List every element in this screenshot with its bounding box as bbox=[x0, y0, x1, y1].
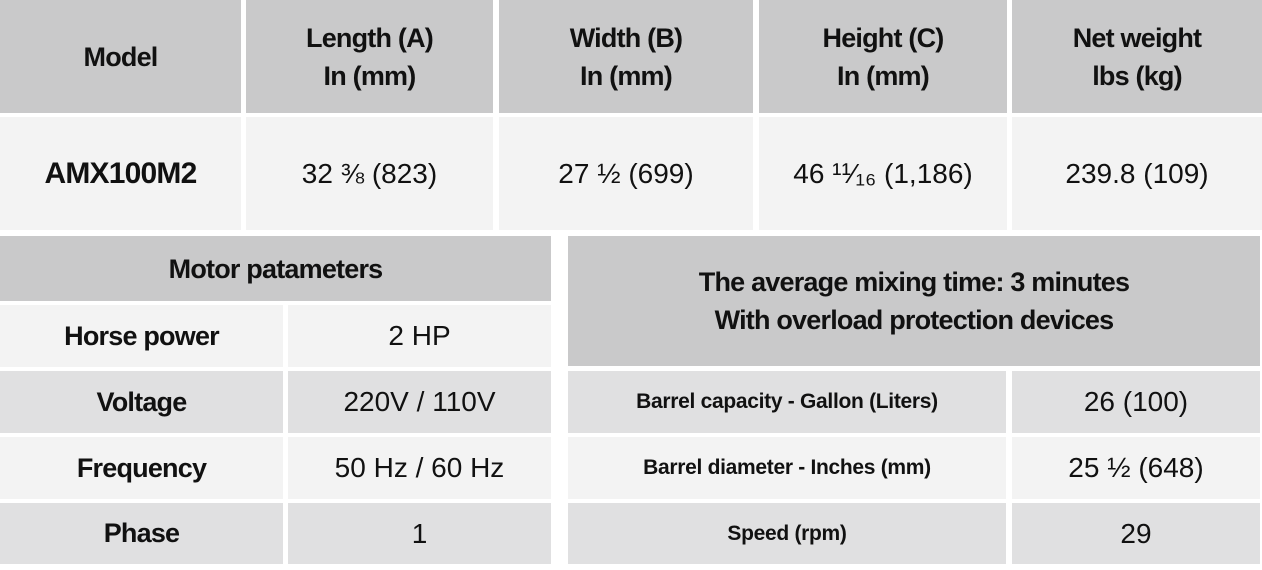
column-header: Net weight lbs (kg) bbox=[1012, 0, 1262, 113]
barrel-notes: The average mixing time: 3 minutes With o… bbox=[568, 236, 1260, 366]
barrel-label-text: Barrel diameter - Inches (mm) bbox=[643, 456, 931, 479]
motor-title: Motor patameters bbox=[0, 236, 551, 301]
motor-value-text: 1 bbox=[411, 517, 428, 549]
dimension-cell-text: 32 ⅜ (823) bbox=[301, 157, 438, 189]
model-cell-text: AMX100M2 bbox=[44, 156, 198, 190]
motor-label: Frequency bbox=[0, 437, 283, 499]
barrel-label: Barrel capacity - Gallon (Liters) bbox=[568, 371, 1006, 433]
column-header-text: Width (B) bbox=[569, 22, 683, 53]
column-header-text: lbs (kg) bbox=[1092, 60, 1182, 91]
model-cell: AMX100M2 bbox=[0, 117, 241, 230]
motor-label: Horse power bbox=[0, 305, 283, 367]
barrel-value: 25 ½ (648) bbox=[1012, 437, 1260, 499]
barrel-value-text: 29 bbox=[1120, 517, 1152, 549]
motor-value: 50 Hz / 60 Hz bbox=[288, 437, 551, 499]
column-header-text: In (mm) bbox=[580, 60, 673, 91]
barrel-value-text: 25 ½ (648) bbox=[1068, 452, 1204, 483]
column-header-text: Height (C) bbox=[822, 22, 945, 53]
motor-label-text: Phase bbox=[103, 518, 180, 548]
motor-value: 220V / 110V bbox=[288, 371, 551, 433]
barrel-notes-text: With overload protection devices bbox=[714, 305, 1115, 335]
barrel-notes-text: The average mixing time: 3 minutes bbox=[698, 267, 1130, 297]
column-header-text: Net weight bbox=[1072, 22, 1202, 53]
barrel-value: 29 bbox=[1012, 503, 1260, 564]
barrel-label-text: Barrel capacity - Gallon (Liters) bbox=[636, 390, 938, 413]
column-header-text: Length (A) bbox=[306, 22, 434, 53]
column-header: Height (C) In (mm) bbox=[759, 0, 1007, 113]
motor-label: Voltage bbox=[0, 371, 283, 433]
dimension-cell-text: 46 ¹¹⁄₁₆ (1,186) bbox=[793, 157, 973, 189]
column-header: Model bbox=[0, 0, 241, 113]
motor-value-text: 50 Hz / 60 Hz bbox=[334, 452, 505, 483]
motor-value: 2 HP bbox=[288, 305, 551, 367]
motor-label: Phase bbox=[0, 503, 283, 564]
motor-label-text: Voltage bbox=[96, 386, 188, 417]
column-header: Width (B) In (mm) bbox=[499, 0, 753, 113]
dimension-cell: 239.8 (109) bbox=[1012, 117, 1262, 230]
motor-value-text: 2 HP bbox=[388, 320, 451, 351]
column-header-text: In (mm) bbox=[323, 60, 417, 91]
barrel-value: 26 (100) bbox=[1012, 371, 1260, 433]
motor-label-text: Horse power bbox=[64, 320, 220, 351]
dimension-cell: 27 ½ (699) bbox=[499, 117, 753, 230]
dimension-cell-text: 239.8 (109) bbox=[1065, 157, 1209, 189]
barrel-label: Speed (rpm) bbox=[568, 503, 1006, 564]
barrel-label-text: Speed (rpm) bbox=[727, 521, 847, 545]
motor-label-text: Frequency bbox=[76, 452, 207, 483]
barrel-value-text: 26 (100) bbox=[1083, 386, 1189, 417]
dimension-cell-text: 27 ½ (699) bbox=[558, 157, 694, 189]
motor-title-text: Motor patameters bbox=[168, 253, 384, 284]
dimension-cell: 32 ⅜ (823) bbox=[246, 117, 493, 230]
column-header-text: In (mm) bbox=[837, 60, 930, 91]
dimension-cell: 46 ¹¹⁄₁₆ (1,186) bbox=[759, 117, 1007, 230]
column-header-text: Model bbox=[83, 41, 159, 72]
barrel-label: Barrel diameter - Inches (mm) bbox=[568, 437, 1006, 499]
motor-value: 1 bbox=[288, 503, 551, 564]
column-header: Length (A) In (mm) bbox=[246, 0, 493, 113]
motor-value-text: 220V / 110V bbox=[343, 386, 496, 417]
